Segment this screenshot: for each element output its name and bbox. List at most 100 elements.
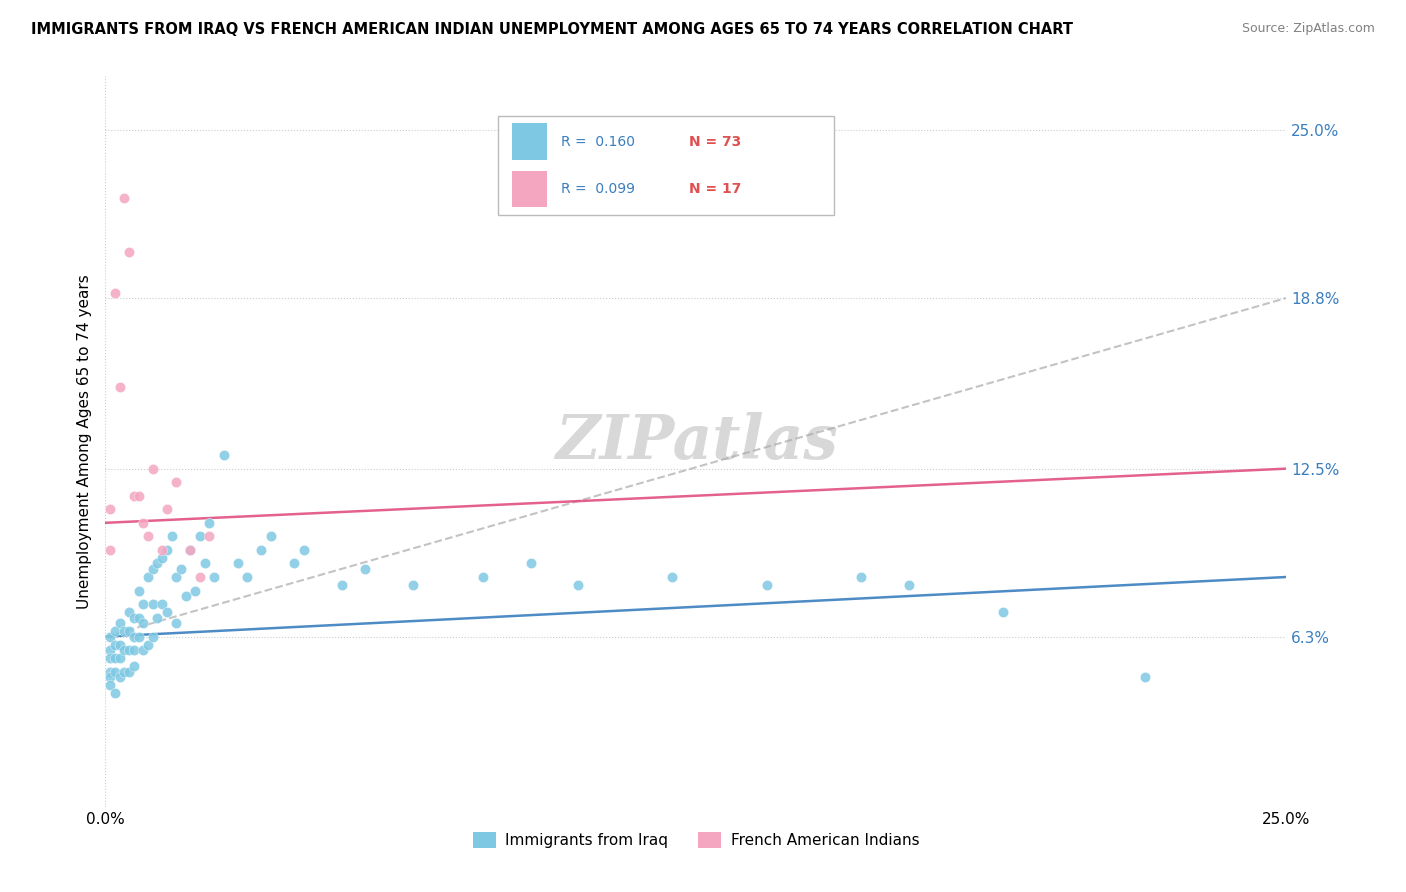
Point [98, 651, 121, 665]
Point [128, 610, 150, 624]
Point [260, 529, 283, 543]
Point [202, 570, 225, 584]
Point [146, 557, 169, 571]
Point [142, 562, 165, 576]
Text: IMMIGRANTS FROM IRAQ VS FRENCH AMERICAN INDIAN UNEMPLOYMENT AMONG AGES 65 TO 74 : IMMIGRANTS FROM IRAQ VS FRENCH AMERICAN … [31, 22, 1073, 37]
Point [136, 570, 159, 584]
Point [104, 638, 127, 652]
Text: N = 73: N = 73 [689, 135, 741, 149]
Point [128, 630, 150, 644]
Point [283, 557, 305, 571]
Point [212, 448, 235, 462]
Point [165, 570, 187, 584]
Point [108, 651, 131, 665]
Point [150, 542, 173, 557]
Point [118, 643, 141, 657]
Point [401, 578, 423, 592]
Point [330, 578, 353, 592]
Text: N = 17: N = 17 [689, 182, 741, 196]
Point [122, 610, 145, 624]
Point [165, 475, 187, 490]
Point [104, 651, 127, 665]
Point [150, 551, 173, 566]
Point [165, 615, 187, 630]
Point [194, 557, 217, 571]
Point [132, 516, 155, 530]
Point [198, 516, 221, 530]
Bar [512, 123, 547, 160]
Point [98, 502, 121, 516]
Point [108, 615, 131, 630]
Y-axis label: Unemployment Among Ages 65 to 74 years: Unemployment Among Ages 65 to 74 years [76, 274, 91, 609]
Point [188, 570, 211, 584]
Point [132, 643, 155, 657]
FancyBboxPatch shape [498, 116, 834, 215]
Point [851, 570, 873, 584]
Point [98, 665, 121, 679]
Point [897, 578, 920, 592]
Point [122, 489, 145, 503]
Point [108, 670, 131, 684]
Point [142, 597, 165, 611]
Point [179, 542, 201, 557]
Point [104, 285, 127, 300]
Point [98, 670, 121, 684]
Point [118, 624, 141, 639]
Point [142, 630, 165, 644]
Point [156, 605, 179, 619]
Point [170, 562, 193, 576]
Point [179, 542, 201, 557]
Point [354, 562, 377, 576]
Legend: Immigrants from Iraq, French American Indians: Immigrants from Iraq, French American In… [467, 826, 925, 855]
Point [104, 686, 127, 700]
Point [112, 624, 135, 639]
Point [112, 191, 135, 205]
Point [136, 638, 159, 652]
Point [156, 542, 179, 557]
Point [108, 380, 131, 394]
Point [118, 244, 141, 259]
Point [156, 502, 179, 516]
Text: ZIPatlas: ZIPatlas [554, 411, 838, 472]
Point [112, 643, 135, 657]
Point [136, 529, 159, 543]
Point [150, 597, 173, 611]
Point [174, 589, 197, 603]
Point [128, 583, 150, 598]
Point [160, 529, 183, 543]
Point [118, 605, 141, 619]
Point [184, 583, 207, 598]
Point [519, 557, 541, 571]
Text: R =  0.099: R = 0.099 [561, 182, 636, 196]
Point [236, 570, 259, 584]
Point [122, 659, 145, 673]
Text: Source: ZipAtlas.com: Source: ZipAtlas.com [1241, 22, 1375, 36]
Point [661, 570, 683, 584]
Point [142, 461, 165, 475]
Point [98, 678, 121, 692]
Point [108, 638, 131, 652]
Point [112, 665, 135, 679]
Point [98, 643, 121, 657]
Point [128, 489, 150, 503]
Point [188, 529, 211, 543]
Point [226, 557, 249, 571]
Point [118, 665, 141, 679]
Point [198, 529, 221, 543]
Point [104, 624, 127, 639]
Point [122, 643, 145, 657]
Point [146, 610, 169, 624]
Text: R =  0.160: R = 0.160 [561, 135, 636, 149]
Point [104, 665, 127, 679]
Point [122, 630, 145, 644]
Point [98, 630, 121, 644]
Point [567, 578, 589, 592]
Point [472, 570, 495, 584]
Point [250, 542, 273, 557]
Point [132, 597, 155, 611]
Point [98, 542, 121, 557]
Bar [512, 171, 547, 208]
Point [991, 605, 1014, 619]
Point [292, 542, 315, 557]
Point [1133, 670, 1156, 684]
